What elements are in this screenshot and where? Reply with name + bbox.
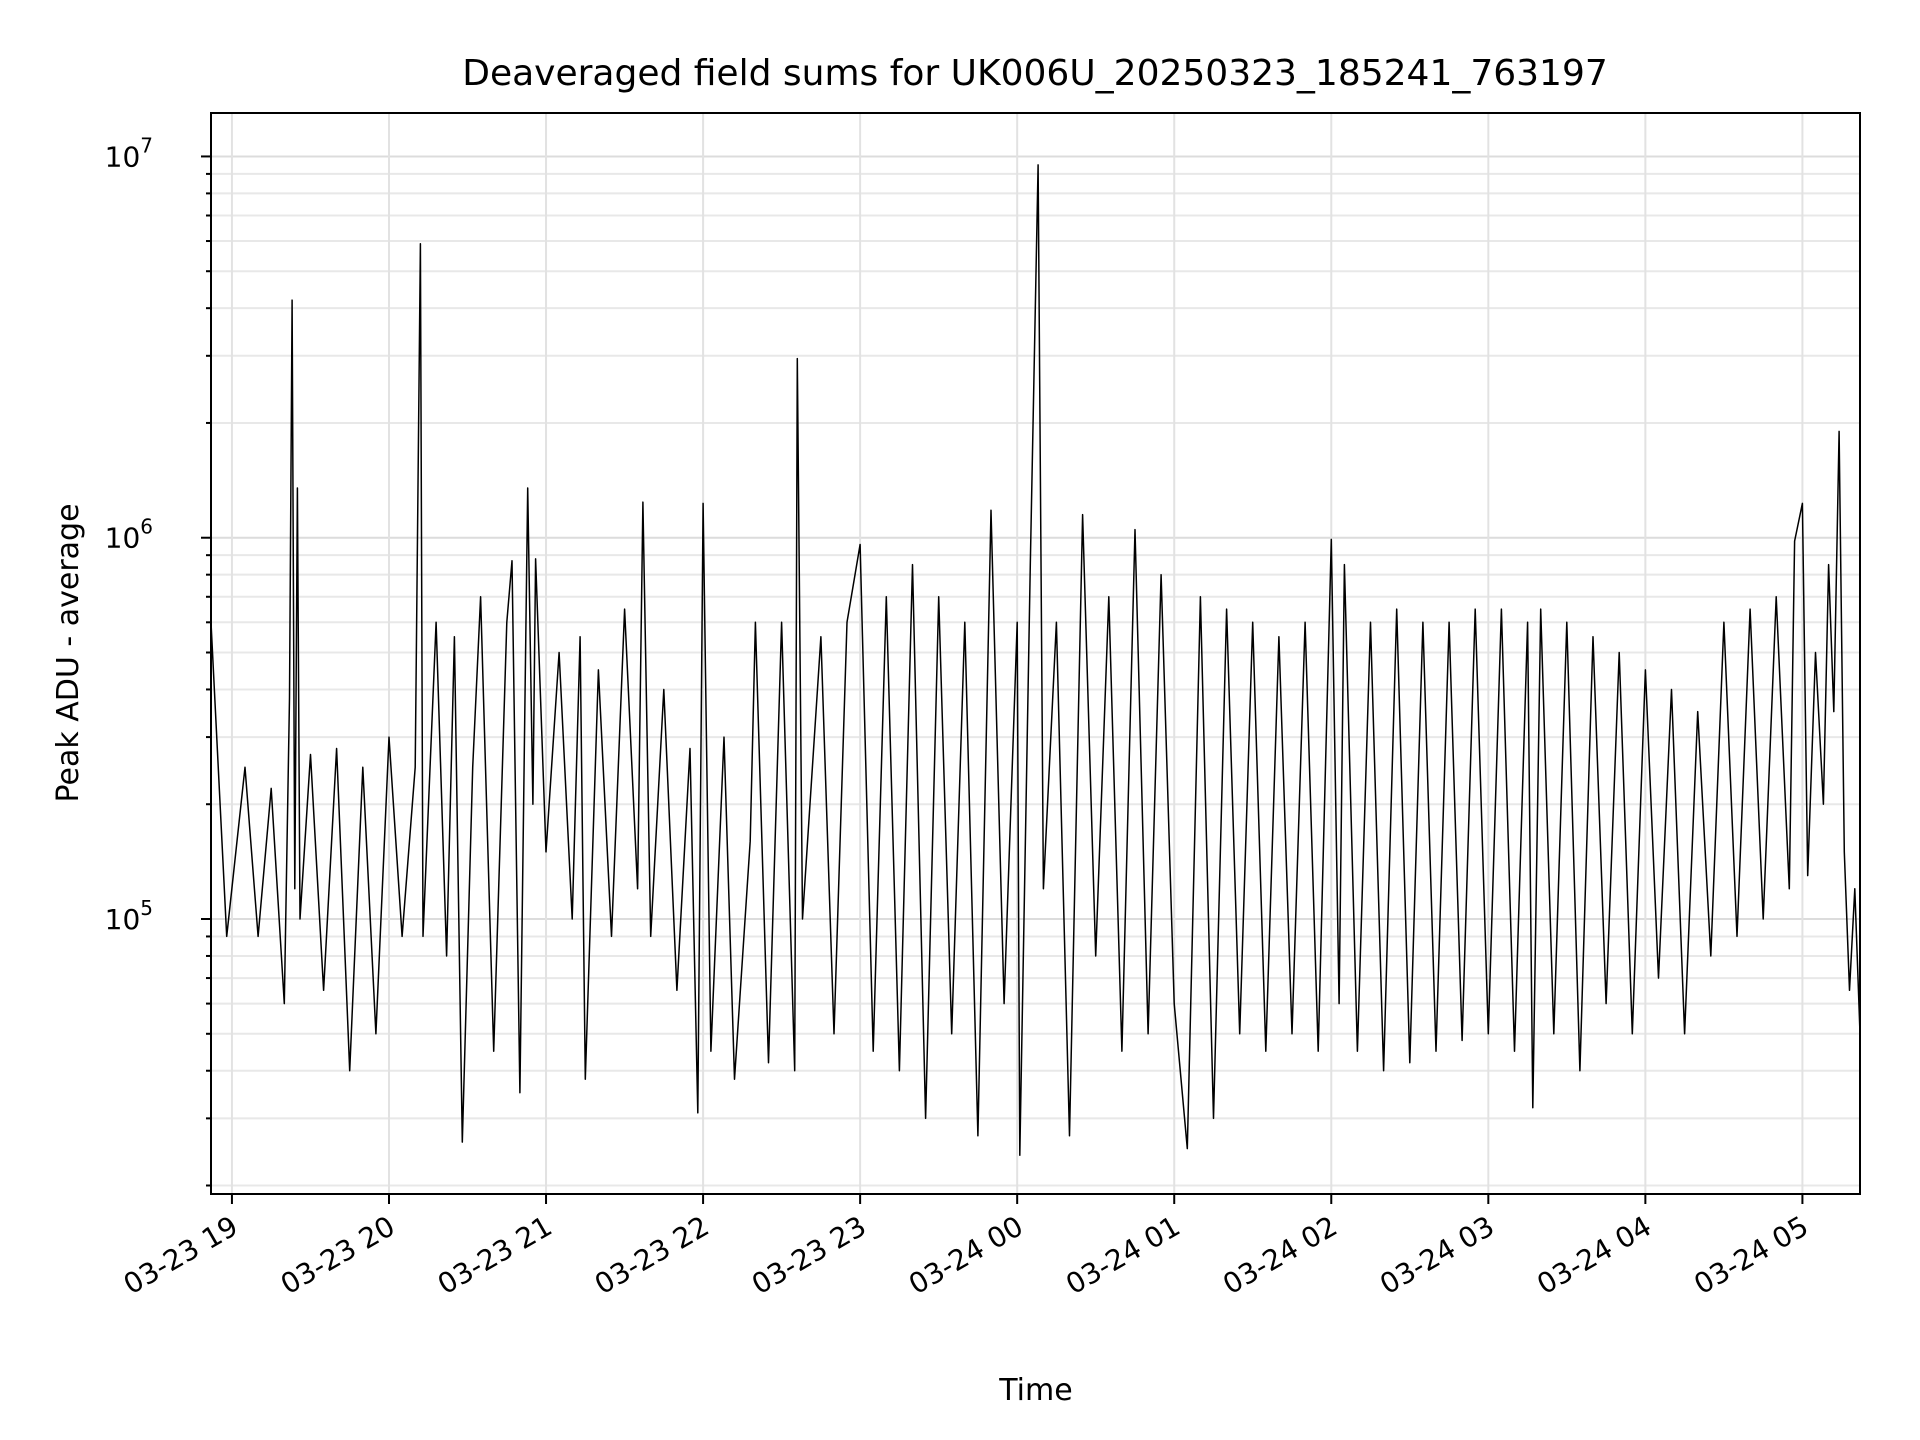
y-tick-label: 105 xyxy=(105,896,153,936)
chart-title: Deaveraged field sums for UK006U_2025032… xyxy=(462,53,1608,94)
y-axis-label: Peak ADU - average xyxy=(51,503,86,802)
plot-frame xyxy=(210,112,1861,1195)
series-layer xyxy=(210,164,1861,1157)
series-line xyxy=(210,164,1861,1157)
x-axis-label: Time xyxy=(998,1373,1072,1408)
